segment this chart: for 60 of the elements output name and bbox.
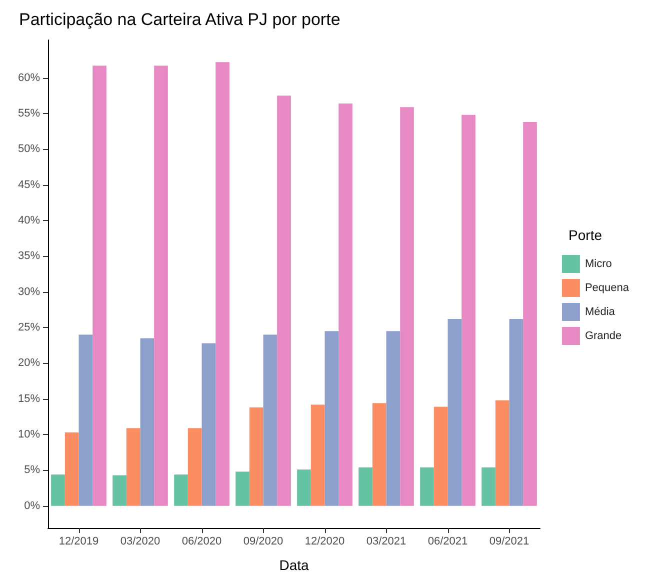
bar [462, 114, 476, 506]
bar [338, 103, 352, 506]
bar [78, 334, 93, 506]
bar [64, 432, 79, 506]
bar [372, 403, 386, 506]
y-tick-label: 40% [18, 214, 40, 227]
bar [188, 428, 202, 506]
chart-title: Participação na Carteira Ativa PJ por porte [19, 10, 340, 29]
bar [236, 472, 250, 506]
legend-label: Grande [584, 330, 622, 342]
bar [249, 407, 264, 506]
x-axis-title: Data [279, 557, 309, 573]
y-tick-label: 60% [18, 72, 40, 84]
bar [420, 467, 434, 506]
x-tick-label: 09/2021 [489, 536, 530, 548]
bar [202, 343, 216, 506]
bar [140, 338, 154, 506]
y-tick-label: 20% [18, 357, 40, 370]
bar [92, 66, 106, 506]
x-tick-label: 12/2020 [304, 536, 345, 548]
bar [277, 96, 291, 506]
bar [324, 331, 339, 506]
legend-label: Micro [584, 258, 612, 270]
bar [112, 475, 126, 506]
legend-label: Média [584, 306, 616, 318]
bar [509, 318, 524, 506]
bar [216, 62, 230, 506]
y-tick-label: 0% [24, 500, 40, 512]
x-tick-label: 06/2020 [182, 536, 222, 548]
y-tick-label: 45% [18, 178, 40, 191]
y-tick-label: 50% [18, 143, 40, 156]
y-tick-label: 30% [18, 286, 40, 298]
bar [154, 66, 168, 506]
bar [386, 331, 400, 506]
bar [482, 467, 496, 506]
bar [358, 467, 372, 506]
bar [523, 122, 537, 506]
bar [310, 404, 325, 506]
y-tick-label: 5% [24, 464, 40, 476]
x-tick-label: 09/2020 [243, 536, 284, 548]
bar [126, 428, 140, 506]
x-tick-label: 12/2019 [58, 536, 99, 548]
bar [448, 318, 462, 506]
y-tick-label: 10% [18, 428, 40, 441]
bar [174, 474, 188, 506]
bar [263, 334, 278, 506]
legend-label: Pequena [584, 282, 630, 294]
legend-title: Porte [568, 227, 602, 243]
bar [495, 400, 510, 506]
bar [51, 474, 65, 506]
y-tick-label: 35% [18, 250, 40, 262]
x-tick-label: 03/2020 [120, 536, 160, 548]
y-tick-label: 55% [18, 107, 40, 120]
bar [434, 406, 448, 506]
y-tick-label: 25% [18, 322, 40, 334]
x-tick-label: 06/2021 [428, 536, 468, 548]
x-tick-label: 03/2021 [366, 536, 406, 548]
bar [297, 469, 311, 506]
y-tick-label: 15% [18, 392, 40, 405]
bar [400, 107, 414, 506]
